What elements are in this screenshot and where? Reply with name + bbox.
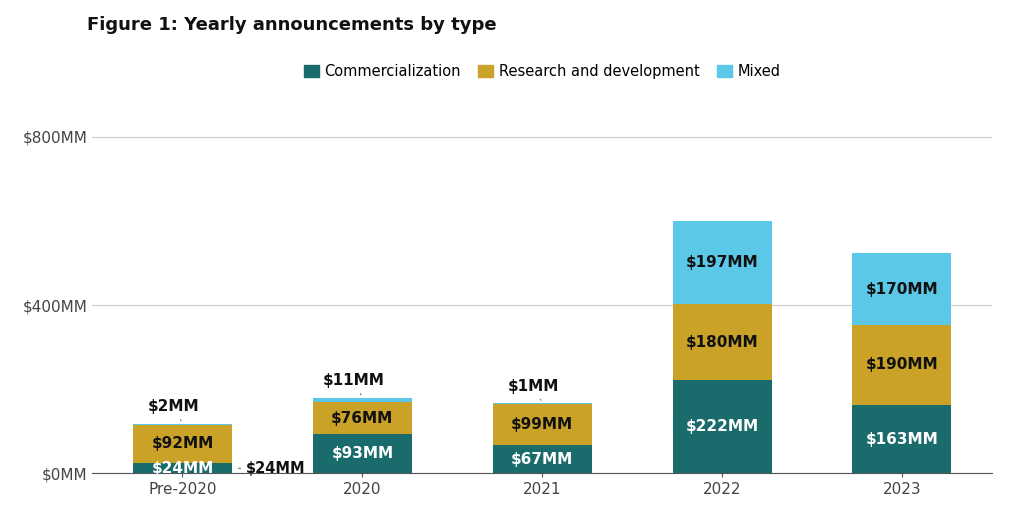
Text: Figure 1: Yearly announcements by type: Figure 1: Yearly announcements by type [87, 16, 496, 34]
Bar [133, 424, 232, 463]
Text: $222MM: $222MM [685, 419, 759, 434]
Text: $170MM: $170MM [865, 281, 938, 297]
Bar [493, 445, 591, 473]
Text: $11MM: $11MM [322, 373, 385, 395]
Text: $24MM: $24MM [151, 461, 214, 476]
Bar [852, 325, 951, 405]
Text: $93MM: $93MM [331, 447, 394, 461]
Text: $180MM: $180MM [685, 335, 758, 350]
Bar [852, 254, 951, 325]
Text: $99MM: $99MM [512, 417, 573, 432]
Bar [672, 380, 771, 473]
Text: $1MM: $1MM [507, 379, 559, 400]
Text: $163MM: $163MM [865, 432, 938, 447]
Text: $92MM: $92MM [151, 437, 214, 451]
Bar [852, 405, 951, 473]
Bar [313, 398, 412, 402]
Text: $2MM: $2MM [147, 399, 199, 421]
Text: $197MM: $197MM [685, 255, 758, 270]
Legend: Commercialization, Research and development, Mixed: Commercialization, Research and developm… [298, 58, 787, 85]
Text: $67MM: $67MM [512, 452, 573, 467]
Bar [672, 221, 771, 304]
Bar [672, 304, 771, 380]
Text: $76MM: $76MM [331, 411, 394, 426]
Bar [493, 403, 591, 445]
Text: $24MM: $24MM [238, 461, 306, 476]
Bar [313, 434, 412, 473]
Text: $190MM: $190MM [865, 357, 938, 372]
Bar [133, 463, 232, 473]
Bar [313, 402, 412, 434]
